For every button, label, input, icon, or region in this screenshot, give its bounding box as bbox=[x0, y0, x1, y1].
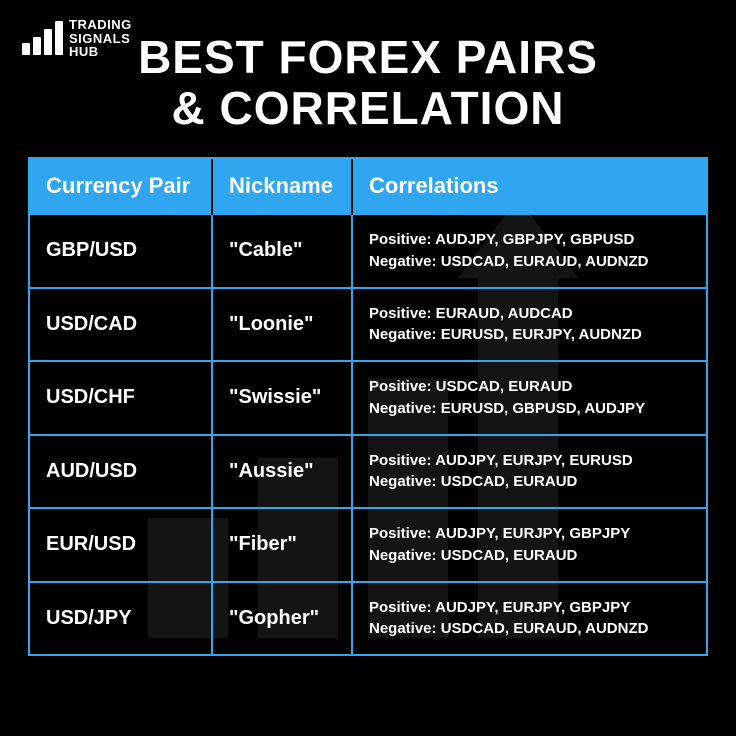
negative-line: Negative: USDCAD, EURAUD bbox=[369, 545, 690, 567]
cell-nickname: "Gopher" bbox=[212, 582, 352, 655]
table-row: AUD/USD"Aussie"Positive: AUDJPY, EURJPY,… bbox=[30, 435, 706, 509]
positive-line: Positive: USDCAD, EURAUD bbox=[369, 376, 690, 398]
cell-correlations: Positive: USDCAD, EURAUDNegative: EURUSD… bbox=[352, 361, 706, 435]
cell-correlations: Positive: AUDJPY, EURJPY, GBPJPYNegative… bbox=[352, 508, 706, 582]
cell-pair: USD/CAD bbox=[30, 288, 212, 362]
positive-line: Positive: AUDJPY, GBPJPY, GBPUSD bbox=[369, 229, 690, 251]
table-header-row: Currency Pair Nickname Correlations bbox=[30, 159, 706, 214]
table-row: USD/JPY"Gopher"Positive: AUDJPY, EURJPY,… bbox=[30, 582, 706, 655]
cell-nickname: "Swissie" bbox=[212, 361, 352, 435]
cell-pair: USD/CHF bbox=[30, 361, 212, 435]
table-row: GBP/USD"Cable"Positive: AUDJPY, GBPJPY, … bbox=[30, 214, 706, 288]
negative-line: Negative: USDCAD, EURAUD, AUDNZD bbox=[369, 251, 690, 273]
negative-line: Negative: USDCAD, EURAUD, AUDNZD bbox=[369, 618, 690, 640]
cell-correlations: Positive: AUDJPY, GBPJPY, GBPUSDNegative… bbox=[352, 214, 706, 288]
positive-line: Positive: AUDJPY, EURJPY, EURUSD bbox=[369, 450, 690, 472]
cell-pair: GBP/USD bbox=[30, 214, 212, 288]
cell-nickname: "Aussie" bbox=[212, 435, 352, 509]
col-currency-pair: Currency Pair bbox=[30, 159, 212, 214]
table-row: EUR/USD"Fiber"Positive: AUDJPY, EURJPY, … bbox=[30, 508, 706, 582]
cell-pair: USD/JPY bbox=[30, 582, 212, 655]
cell-correlations: Positive: EURAUD, AUDCADNegative: EURUSD… bbox=[352, 288, 706, 362]
col-correlations: Correlations bbox=[352, 159, 706, 214]
cell-correlations: Positive: AUDJPY, EURJPY, GBPJPYNegative… bbox=[352, 582, 706, 655]
cell-nickname: "Cable" bbox=[212, 214, 352, 288]
forex-table: Currency Pair Nickname Correlations GBP/… bbox=[28, 157, 708, 656]
positive-line: Positive: EURAUD, AUDCAD bbox=[369, 303, 690, 325]
positive-line: Positive: AUDJPY, EURJPY, GBPJPY bbox=[369, 597, 690, 619]
cell-pair: EUR/USD bbox=[30, 508, 212, 582]
cell-pair: AUD/USD bbox=[30, 435, 212, 509]
cell-nickname: "Loonie" bbox=[212, 288, 352, 362]
positive-line: Positive: AUDJPY, EURJPY, GBPJPY bbox=[369, 523, 690, 545]
page-title: BEST FOREX PAIRS & CORRELATION bbox=[0, 0, 736, 133]
table-row: USD/CAD"Loonie"Positive: EURAUD, AUDCADN… bbox=[30, 288, 706, 362]
title-line2: & CORRELATION bbox=[0, 83, 736, 134]
negative-line: Negative: EURUSD, GBPUSD, AUDJPY bbox=[369, 398, 690, 420]
negative-line: Negative: EURUSD, EURJPY, AUDNZD bbox=[369, 324, 690, 346]
table-row: USD/CHF"Swissie"Positive: USDCAD, EURAUD… bbox=[30, 361, 706, 435]
cell-nickname: "Fiber" bbox=[212, 508, 352, 582]
title-line1: BEST FOREX PAIRS bbox=[0, 32, 736, 83]
cell-correlations: Positive: AUDJPY, EURJPY, EURUSDNegative… bbox=[352, 435, 706, 509]
negative-line: Negative: USDCAD, EURAUD bbox=[369, 471, 690, 493]
col-nickname: Nickname bbox=[212, 159, 352, 214]
